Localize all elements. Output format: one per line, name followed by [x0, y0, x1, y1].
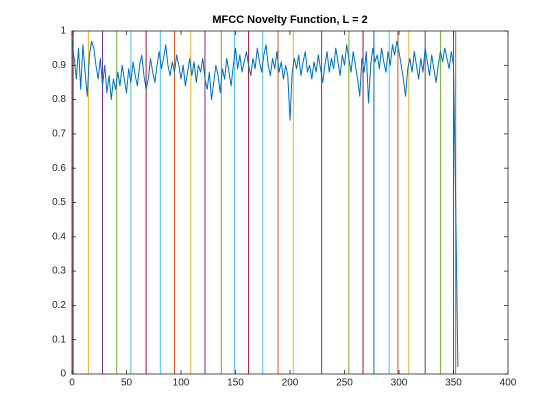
y-tick-label: 1	[60, 26, 66, 37]
chart-title: MFCC Novelty Function, L = 2	[212, 14, 367, 26]
y-tick-label: 0.3	[52, 266, 66, 277]
x-tick-label: 200	[282, 378, 299, 389]
data-line	[71, 40, 459, 368]
y-tick-label: 0.8	[52, 94, 66, 105]
x-tick-label: 350	[445, 378, 462, 389]
y-tick-label: 0.7	[52, 129, 66, 140]
y-tick-label: 0.5	[52, 197, 66, 208]
x-tick-label: 300	[391, 378, 408, 389]
x-tick-label: 400	[500, 378, 517, 389]
x-tick-label: 150	[227, 378, 244, 389]
y-tick-label: 0.6	[52, 163, 66, 174]
y-tick-label: 0.9	[52, 60, 66, 71]
y-tick-label: 0.2	[52, 300, 66, 311]
x-tick-label: 0	[69, 378, 75, 389]
y-tick-label: 0.4	[52, 231, 66, 242]
x-tick-label: 100	[173, 378, 190, 389]
x-tick-label: 50	[121, 378, 133, 389]
y-tick-label: 0	[60, 369, 66, 380]
x-tick-label: 250	[336, 378, 353, 389]
y-tick-label: 0.1	[52, 334, 66, 345]
